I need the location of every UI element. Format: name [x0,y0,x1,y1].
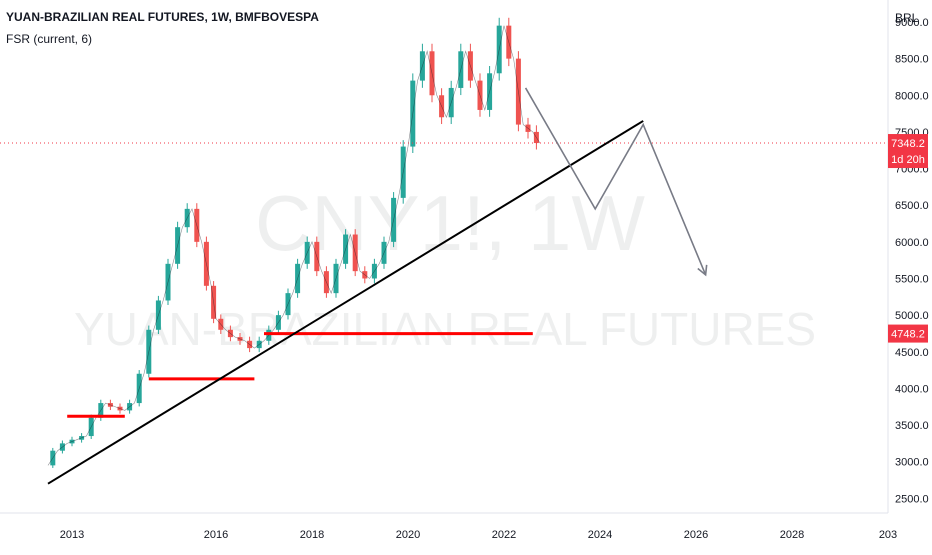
y-tick-label: 3500.0 [895,420,929,432]
watermark-symbol: CNY1!, 1W [255,179,645,267]
trendline[interactable] [47,120,644,485]
y-tick-label: 2500.0 [895,493,929,505]
x-tick-label: 2022 [492,529,516,541]
x-tick-label: 2013 [60,529,84,541]
y-tick-label: 5000.0 [895,310,929,322]
chart-title: YUAN-BRAZILIAN REAL FUTURES, 1W, BMFBOVE… [6,10,319,24]
y-tick-label: 9000.0 [895,17,929,29]
projection-path[interactable] [524,87,707,276]
watermark-name: YUAN-BRAZILIAN REAL FUTURES [74,303,816,355]
last-price-tag[interactable]: 7348.2 [891,138,925,150]
last-price-tag-bg[interactable] [888,134,928,169]
level-price-tag-bg[interactable] [888,324,928,343]
y-tick-label: 8000.0 [895,90,929,102]
last-price-tag-countdown: 1d 20h [891,154,925,166]
price-axis-unit: BRL [895,11,919,25]
watermark: CNY1!, 1W YUAN-BRAZILIAN REAL FUTURES [74,179,816,355]
y-tick-label: 6000.0 [895,237,929,249]
drawings-layer [47,87,708,485]
x-tick-label: 2026 [684,529,708,541]
indicator-legend[interactable]: FSR (current, 6) [6,32,93,46]
y-tick-label: 8500.0 [895,54,929,66]
y-tick-label: 5500.0 [895,273,929,285]
price-layer [0,17,888,468]
x-tick-label: 2020 [396,529,420,541]
x-tick-label: 2018 [300,529,324,541]
y-tick-label: 6500.0 [895,200,929,212]
x-tick-label: 203 [879,529,897,541]
price-series-line [47,25,541,466]
projection-arrowhead [697,264,708,277]
x-tick-label: 2028 [780,529,804,541]
level-price-tag[interactable]: 4748.2 [891,329,925,341]
y-tick-label: 4500.0 [895,347,929,359]
y-tick-label: 4000.0 [895,383,929,395]
y-tick-label: 3000.0 [895,457,929,469]
x-tick-label: 2024 [588,529,612,541]
axes-layer: BRL9000.08500.08000.07500.07000.06500.06… [0,0,929,541]
x-tick-label: 2016 [204,529,228,541]
